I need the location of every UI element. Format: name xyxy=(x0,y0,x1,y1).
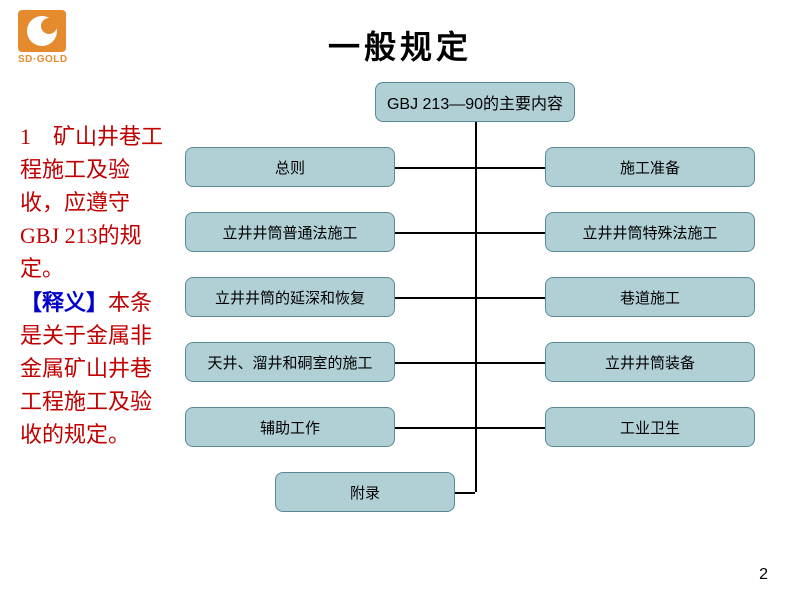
node-left-4: 辅助工作 xyxy=(185,407,395,447)
node-left-0: 总则 xyxy=(185,147,395,187)
logo-swirl xyxy=(27,16,57,46)
node-right-1: 立井井筒特殊法施工 xyxy=(545,212,755,252)
sidebar: 1 矿山井巷工程施工及验收，应遵守GBJ 213的规定。 【释义】本条是关于金属… xyxy=(20,120,165,451)
sidebar-label: 【释义】 xyxy=(20,290,108,315)
hline-bottom xyxy=(455,492,475,494)
node-right-0: 施工准备 xyxy=(545,147,755,187)
node-right-4: 工业卫生 xyxy=(545,407,755,447)
node-right-2: 巷道施工 xyxy=(545,277,755,317)
page-title: 一般规定 xyxy=(328,22,472,68)
hline-left-4 xyxy=(395,427,475,429)
page-number: 2 xyxy=(759,566,768,584)
logo: SD·GOLD xyxy=(18,10,68,65)
logo-icon xyxy=(18,10,66,52)
hline-right-0 xyxy=(475,167,545,169)
node-left-2: 立井井筒的延深和恢复 xyxy=(185,277,395,317)
hline-right-3 xyxy=(475,362,545,364)
trunk-line xyxy=(475,122,477,492)
logo-text: SD·GOLD xyxy=(18,54,68,65)
hline-right-1 xyxy=(475,232,545,234)
root-node: GBJ 213—90的主要内容 xyxy=(375,82,575,122)
hline-left-1 xyxy=(395,232,475,234)
hline-left-3 xyxy=(395,362,475,364)
node-bottom: 附录 xyxy=(275,472,455,512)
node-left-3: 天井、溜井和硐室的施工 xyxy=(185,342,395,382)
hline-right-2 xyxy=(475,297,545,299)
org-chart: GBJ 213—90的主要内容 总则 施工准备立井井筒普通法施工 立井井筒特殊法施工… xyxy=(175,82,765,572)
hline-left-0 xyxy=(395,167,475,169)
node-right-3: 立井井筒装备 xyxy=(545,342,755,382)
node-left-1: 立井井筒普通法施工 xyxy=(185,212,395,252)
hline-right-4 xyxy=(475,427,545,429)
hline-left-2 xyxy=(395,297,475,299)
sidebar-para1: 1 矿山井巷工程施工及验收，应遵守GBJ 213的规定。 xyxy=(20,120,165,285)
